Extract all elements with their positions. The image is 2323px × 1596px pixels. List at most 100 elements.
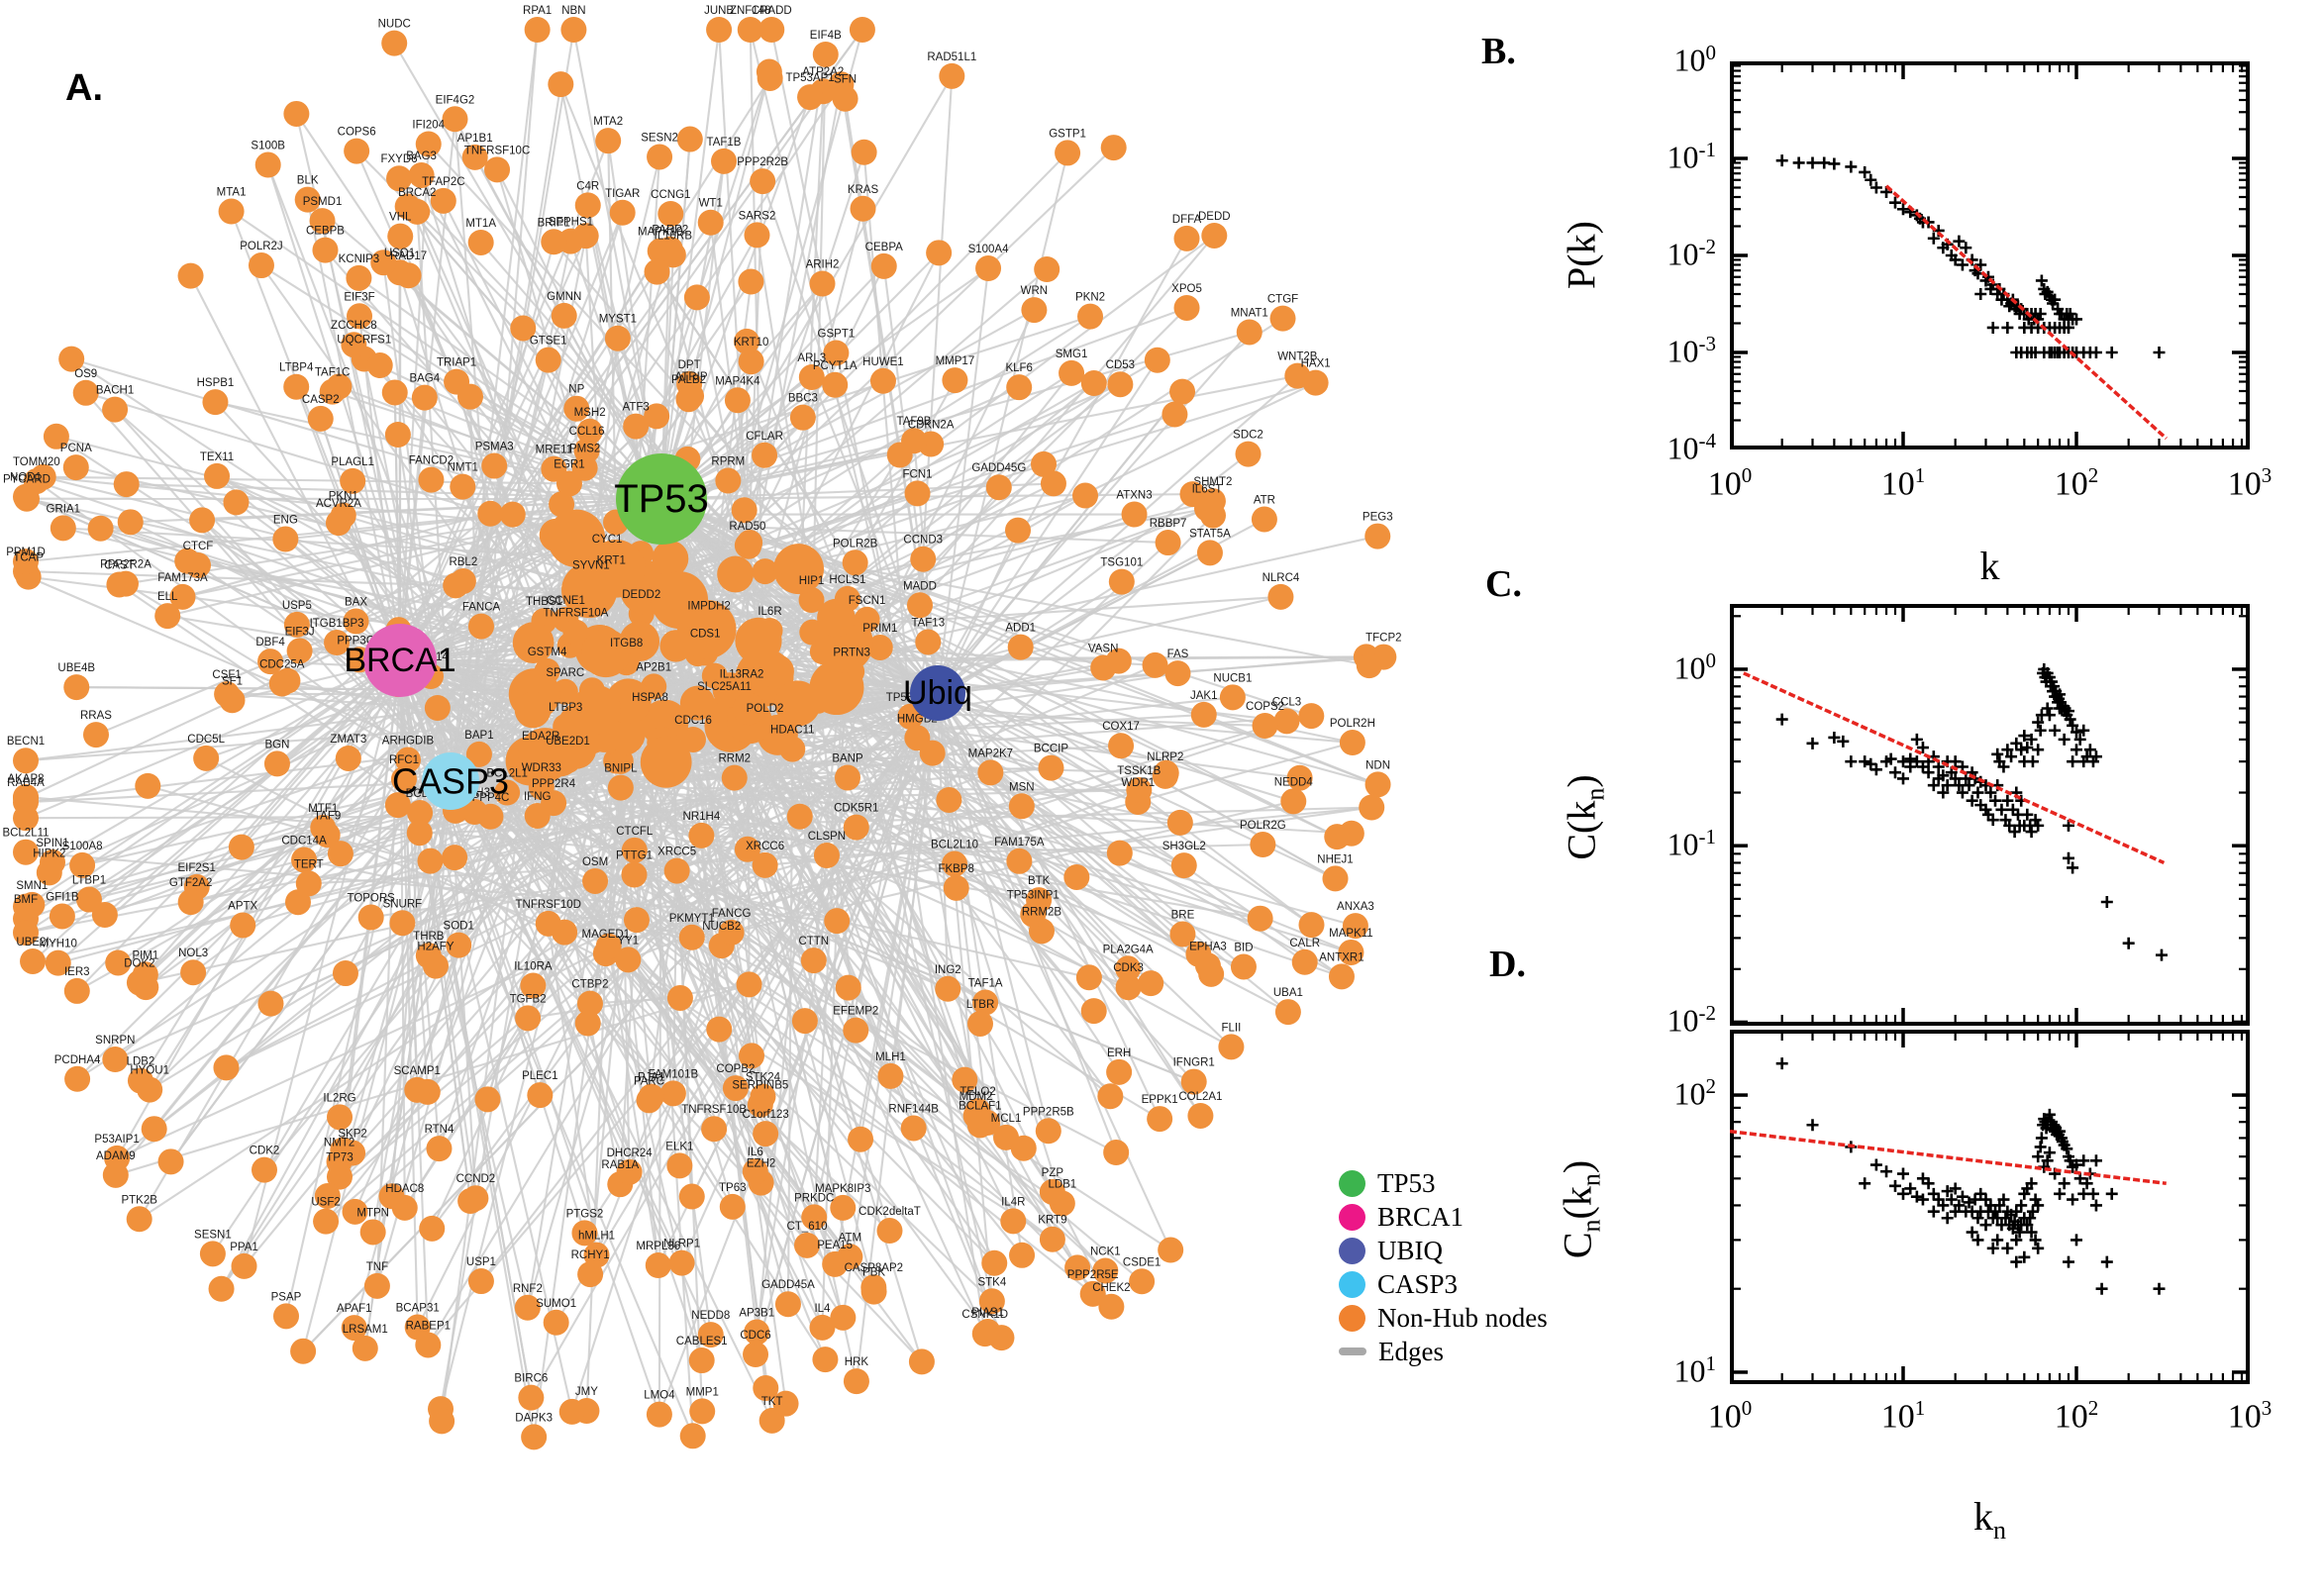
svg-text:ATXN3: ATXN3 [1116,490,1152,502]
svg-text:TGFB2: TGFB2 [510,993,547,1005]
svg-text:MAP2K7: MAP2K7 [968,748,1013,759]
svg-text:TFAP2C: TFAP2C [422,176,464,188]
svg-text:THRB: THRB [413,931,445,943]
svg-text:BRE: BRE [1171,910,1195,922]
svg-text:MRPL36: MRPL36 [636,1241,680,1252]
svg-text:CTBP2: CTBP2 [571,979,608,991]
svg-text:PTGS2: PTGS2 [566,1208,604,1220]
svg-text:BCL2L10: BCL2L10 [931,840,978,851]
svg-text:EIF3J: EIF3J [285,626,315,638]
svg-text:TSG101: TSG101 [1100,557,1143,569]
svg-text:CSF1: CSF1 [212,669,241,681]
power-law-fit-line [1730,1129,2167,1186]
svg-text:KRT9: KRT9 [1038,1215,1066,1227]
svg-text:MRE11: MRE11 [536,445,573,456]
svg-text:AKAP8: AKAP8 [7,773,44,785]
svg-text:ARIH2: ARIH2 [806,259,840,271]
svg-text:NLRP2: NLRP2 [1147,751,1183,763]
svg-text:CHEK2: CHEK2 [1092,1282,1130,1294]
svg-text:MAPK10: MAPK10 [638,227,682,239]
svg-text:FAS: FAS [1167,648,1189,660]
svg-text:ZCCHC8: ZCCHC8 [331,320,377,332]
y-tick-label: 10-1 [1666,825,1717,862]
panel-b-label: B. [1481,31,1516,72]
svg-text:CDKN2A: CDKN2A [908,420,955,432]
svg-text:DEDD2: DEDD2 [622,589,660,601]
svg-text:HDAC11: HDAC11 [770,725,815,737]
svg-text:OSM: OSM [582,856,608,868]
svg-text:ACVR2A: ACVR2A [316,498,361,510]
svg-text:ARHGDIB: ARHGDIB [382,736,435,748]
svg-text:HAX1: HAX1 [1301,358,1331,370]
svg-text:RNF144B: RNF144B [888,1103,939,1115]
svg-text:PPA1: PPA1 [230,1242,258,1253]
svg-text:THBS1: THBS1 [526,596,562,608]
svg-text:EGR1: EGR1 [554,458,584,470]
svg-text:ITGB8: ITGB8 [610,638,643,649]
hub-node-ubiq [910,665,965,721]
svg-text:RBBP7: RBBP7 [1150,518,1187,530]
svg-text:WDR1: WDR1 [1121,777,1155,789]
legend-label: Non-Hub nodes [1377,1302,1548,1333]
svg-text:MYH10: MYH10 [40,939,77,950]
svg-text:RRM2: RRM2 [718,753,751,765]
svg-text:CTCF: CTCF [183,541,214,552]
svg-text:XPO5: XPO5 [1171,283,1202,295]
svg-text:MTF1: MTF1 [308,803,338,815]
svg-text:CASP2: CASP2 [302,394,340,406]
x-tick-label: 102 [2054,463,2099,503]
svg-text:CCND3: CCND3 [903,535,943,547]
svg-text:COL2A1: COL2A1 [1178,1091,1222,1103]
svg-text:PZP: PZP [1042,1167,1064,1179]
svg-text:HRK: HRK [845,1356,869,1368]
svg-text:CALR: CALR [1289,938,1320,949]
svg-text:MLH1: MLH1 [875,1051,906,1063]
svg-text:MTA1: MTA1 [217,187,247,199]
svg-text:FKBP8: FKBP8 [938,863,973,875]
svg-text:APTX: APTX [228,901,257,913]
svg-text:SPIN1: SPIN1 [36,838,68,849]
svg-text:GMNN: GMNN [547,291,581,303]
svg-text:MSN: MSN [1009,781,1035,793]
svg-text:LMO4: LMO4 [644,1390,675,1402]
legend-item-non-hub-nodes: Non-Hub nodes [1339,1301,1548,1335]
svg-text:RRM2B: RRM2B [1022,906,1062,918]
y-axis-label-c: C(kn) [1559,774,1610,860]
svg-text:GSTM4: GSTM4 [528,647,567,658]
svg-text:IL10RB: IL10RB [655,230,693,242]
panel-d-label: D. [1489,944,1526,985]
svg-text:SF1: SF1 [222,675,243,687]
svg-text:UQCRFS1: UQCRFS1 [337,335,391,347]
svg-text:WRN: WRN [1021,285,1048,297]
svg-text:PRIM1: PRIM1 [862,623,897,635]
svg-text:RCHY1: RCHY1 [571,1249,610,1261]
svg-text:STK24: STK24 [746,1072,781,1084]
svg-text:BID: BID [1234,942,1253,953]
svg-text:POLR2G: POLR2G [1240,820,1286,832]
scatter-points [1775,662,2168,961]
svg-text:SOD1: SOD1 [444,921,474,933]
node-swatch-icon [1339,1304,1365,1332]
svg-text:CFLAR: CFLAR [746,431,783,443]
svg-text:CDK5R1: CDK5R1 [834,803,878,815]
legend-label: TP53 [1377,1167,1436,1198]
svg-text:IL6R: IL6R [758,606,781,618]
svg-text:H2AFY: H2AFY [417,942,454,953]
svg-text:ATRIP: ATRIP [675,371,708,383]
svg-text:LDB2: LDB2 [127,1056,155,1068]
clustering-coefficient-plot [1730,604,2250,1026]
svg-text:GSTP1: GSTP1 [1049,128,1086,140]
svg-text:PCNA: PCNA [60,443,92,454]
svg-text:TAF9: TAF9 [314,810,341,822]
svg-text:ADD1: ADD1 [1005,623,1036,635]
svg-text:RPA1: RPA1 [523,5,552,17]
svg-text:PARC: PARC [634,1075,664,1087]
svg-text:IL6ST: IL6ST [1192,484,1223,496]
svg-text:FANCG: FANCG [712,908,752,920]
svg-text:CABLES1: CABLES1 [676,1336,728,1347]
y-tick-label: 100 [1673,648,1717,686]
svg-text:TNF: TNF [366,1261,388,1273]
svg-text:PTK2B: PTK2B [121,1194,157,1206]
svg-text:CDK3: CDK3 [1113,962,1144,974]
svg-text:HCLS1: HCLS1 [829,574,865,586]
